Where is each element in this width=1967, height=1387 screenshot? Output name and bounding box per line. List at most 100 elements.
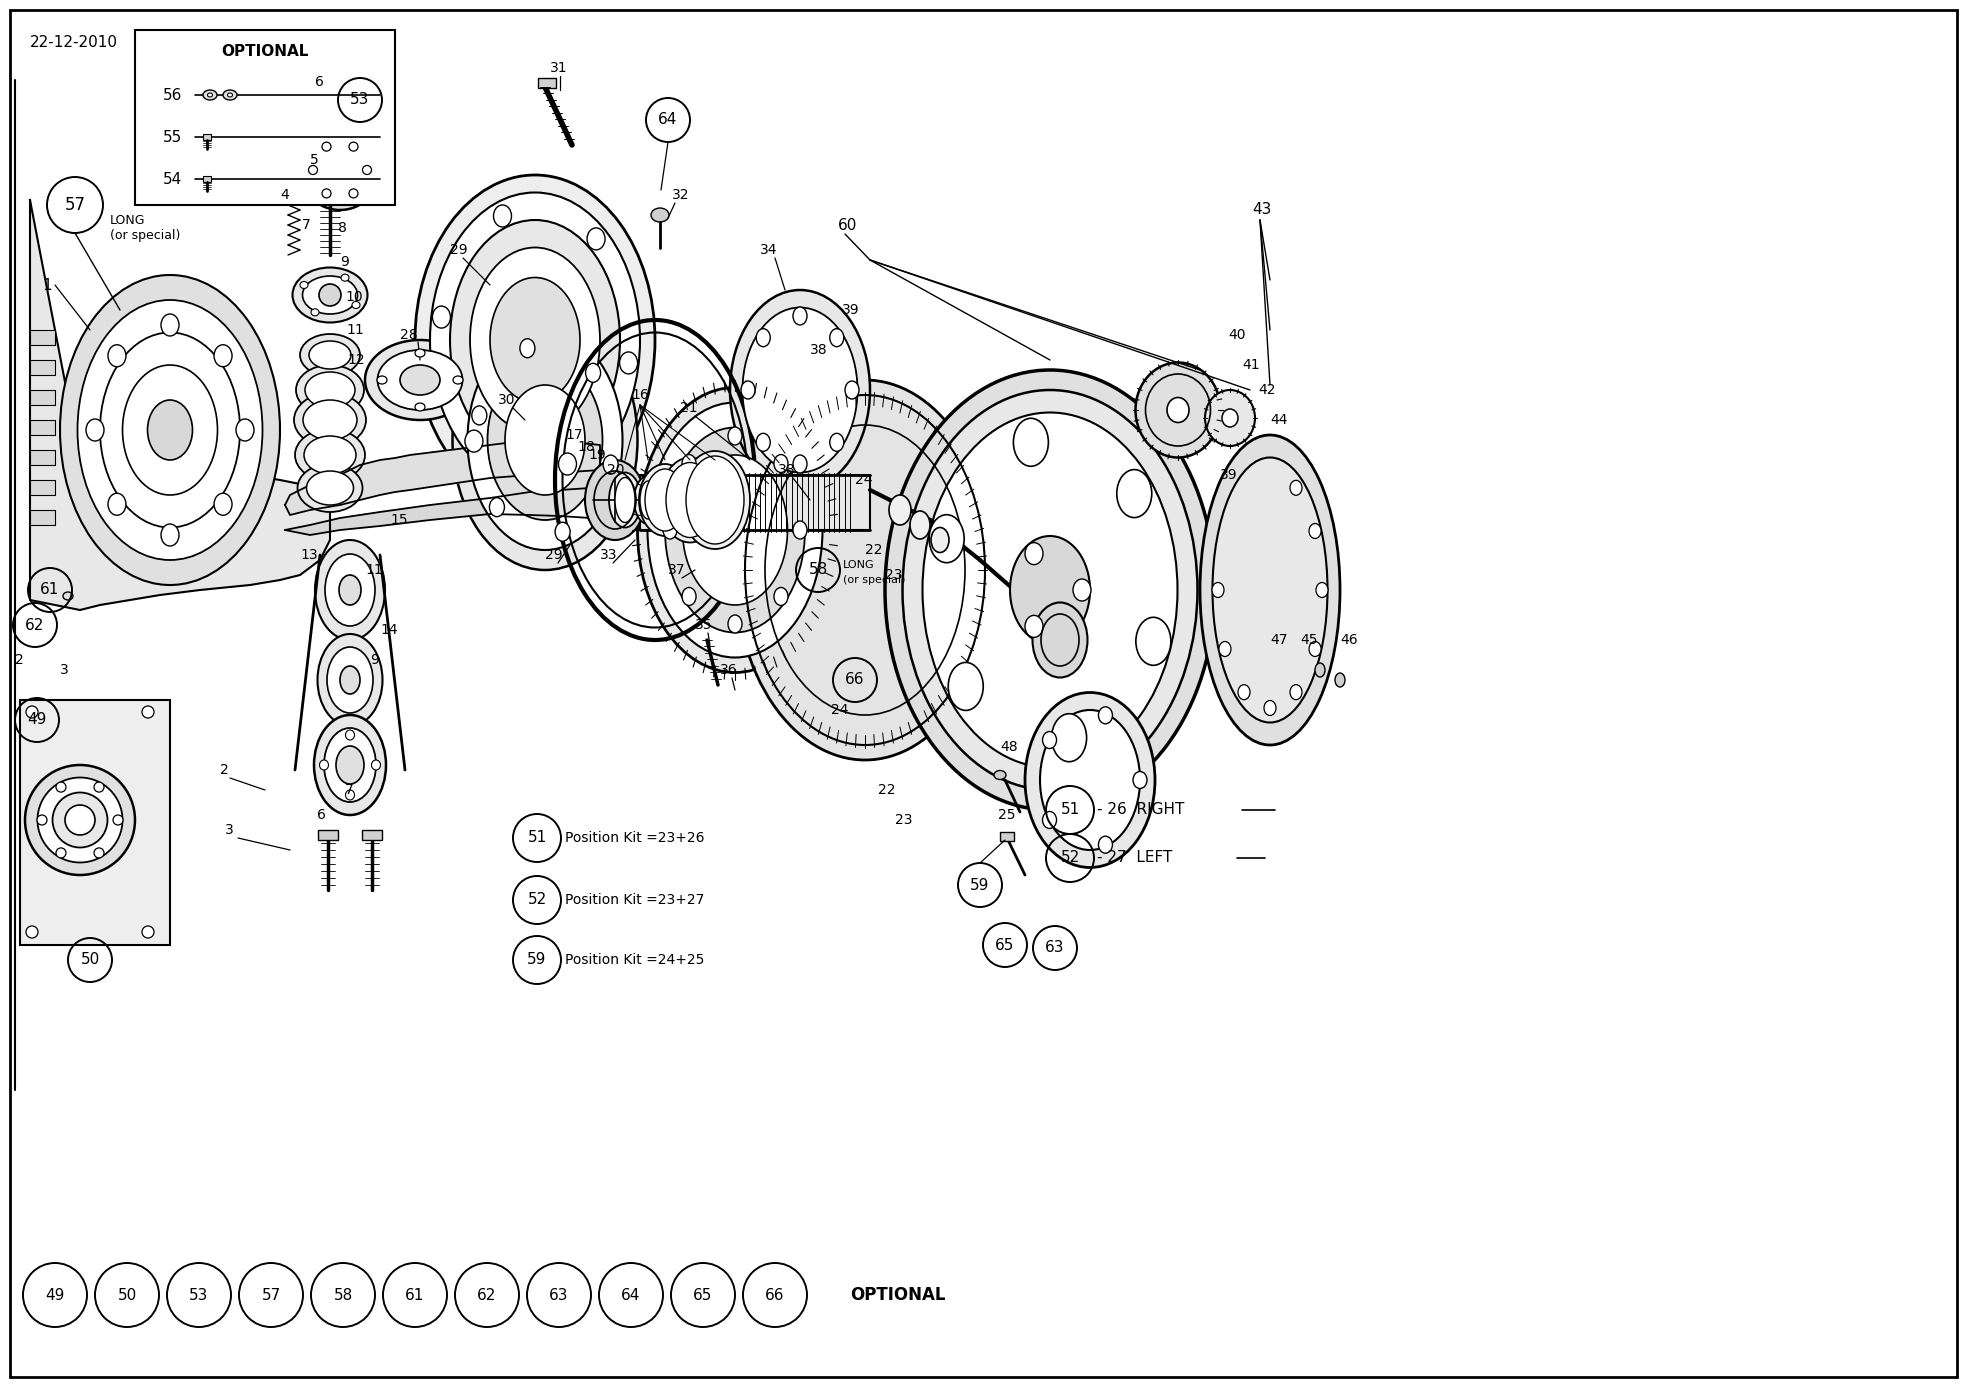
Text: 61: 61 bbox=[39, 583, 59, 598]
Ellipse shape bbox=[830, 433, 844, 451]
Text: 3: 3 bbox=[224, 822, 234, 836]
Text: 24: 24 bbox=[832, 703, 848, 717]
Ellipse shape bbox=[452, 311, 637, 570]
Text: 59: 59 bbox=[527, 953, 547, 968]
Text: 7: 7 bbox=[344, 784, 354, 798]
Text: 57: 57 bbox=[65, 196, 85, 214]
Text: 33: 33 bbox=[600, 548, 618, 562]
Ellipse shape bbox=[315, 716, 386, 816]
Text: 38: 38 bbox=[810, 343, 828, 356]
Text: 13: 13 bbox=[301, 548, 317, 562]
Text: 17: 17 bbox=[565, 429, 582, 442]
Text: 24: 24 bbox=[856, 473, 873, 487]
Text: 65: 65 bbox=[995, 938, 1015, 953]
Ellipse shape bbox=[846, 381, 860, 399]
Text: 4: 4 bbox=[279, 189, 289, 203]
Text: 22-12-2010: 22-12-2010 bbox=[30, 35, 118, 50]
Ellipse shape bbox=[1290, 480, 1302, 495]
Ellipse shape bbox=[77, 300, 262, 560]
Text: LONG: LONG bbox=[110, 214, 146, 226]
Ellipse shape bbox=[1043, 811, 1056, 828]
Text: 6: 6 bbox=[315, 75, 325, 89]
Ellipse shape bbox=[1025, 692, 1155, 867]
Text: 61: 61 bbox=[405, 1287, 425, 1302]
Ellipse shape bbox=[633, 476, 663, 524]
Ellipse shape bbox=[305, 436, 356, 474]
Text: 23: 23 bbox=[895, 813, 913, 827]
Ellipse shape bbox=[203, 90, 216, 100]
Ellipse shape bbox=[309, 341, 350, 369]
Ellipse shape bbox=[773, 588, 789, 606]
Text: Position Kit =23+26: Position Kit =23+26 bbox=[565, 831, 704, 845]
Ellipse shape bbox=[651, 208, 669, 222]
Ellipse shape bbox=[433, 307, 450, 329]
Text: 16: 16 bbox=[631, 388, 649, 402]
Text: 36: 36 bbox=[720, 663, 738, 677]
Bar bbox=[20, 700, 169, 945]
Text: 54: 54 bbox=[163, 172, 183, 186]
Text: 55: 55 bbox=[163, 129, 183, 144]
Ellipse shape bbox=[1041, 710, 1141, 850]
Ellipse shape bbox=[431, 193, 639, 487]
Ellipse shape bbox=[338, 576, 362, 605]
Ellipse shape bbox=[346, 791, 354, 800]
Bar bbox=[30, 330, 55, 345]
Ellipse shape bbox=[94, 782, 104, 792]
Ellipse shape bbox=[301, 334, 360, 376]
Ellipse shape bbox=[65, 804, 94, 835]
Polygon shape bbox=[285, 488, 610, 535]
Ellipse shape bbox=[452, 376, 462, 384]
Text: 53: 53 bbox=[189, 1287, 209, 1302]
Ellipse shape bbox=[311, 309, 319, 316]
Polygon shape bbox=[30, 200, 330, 610]
Ellipse shape bbox=[315, 540, 386, 639]
Ellipse shape bbox=[336, 746, 364, 784]
Text: 30: 30 bbox=[498, 393, 515, 406]
Ellipse shape bbox=[1135, 617, 1170, 666]
Bar bbox=[30, 510, 55, 526]
Ellipse shape bbox=[728, 614, 742, 632]
Text: Position Kit =23+27: Position Kit =23+27 bbox=[565, 893, 704, 907]
Ellipse shape bbox=[214, 494, 232, 515]
Ellipse shape bbox=[639, 465, 690, 535]
Ellipse shape bbox=[773, 455, 789, 473]
Text: 12: 12 bbox=[346, 354, 364, 368]
Text: 32: 32 bbox=[673, 189, 690, 203]
Bar bbox=[539, 78, 557, 87]
Ellipse shape bbox=[637, 387, 832, 673]
Text: 52: 52 bbox=[527, 892, 547, 907]
Polygon shape bbox=[285, 440, 600, 515]
Ellipse shape bbox=[1308, 642, 1322, 656]
Text: 11: 11 bbox=[346, 323, 364, 337]
Ellipse shape bbox=[586, 363, 600, 383]
Ellipse shape bbox=[327, 646, 374, 713]
Ellipse shape bbox=[885, 370, 1216, 810]
Text: (or special): (or special) bbox=[110, 229, 181, 241]
Ellipse shape bbox=[87, 419, 104, 441]
Ellipse shape bbox=[26, 766, 136, 875]
Text: 43: 43 bbox=[1253, 203, 1271, 218]
Ellipse shape bbox=[1206, 390, 1255, 447]
Text: 25: 25 bbox=[997, 809, 1015, 822]
Text: 11: 11 bbox=[366, 563, 384, 577]
Text: 60: 60 bbox=[838, 218, 858, 233]
Text: 51: 51 bbox=[1060, 803, 1080, 817]
Text: 46: 46 bbox=[1340, 632, 1357, 646]
Ellipse shape bbox=[415, 350, 425, 356]
Ellipse shape bbox=[236, 419, 254, 441]
Text: 29: 29 bbox=[450, 243, 468, 257]
Ellipse shape bbox=[730, 290, 869, 490]
Ellipse shape bbox=[1220, 642, 1231, 656]
Ellipse shape bbox=[755, 329, 771, 347]
Ellipse shape bbox=[378, 376, 387, 384]
Ellipse shape bbox=[348, 141, 358, 151]
Ellipse shape bbox=[399, 365, 441, 395]
Ellipse shape bbox=[1098, 707, 1113, 724]
Text: 31: 31 bbox=[551, 61, 568, 75]
Ellipse shape bbox=[903, 390, 1198, 791]
Ellipse shape bbox=[930, 527, 948, 552]
Ellipse shape bbox=[55, 847, 67, 859]
Text: 66: 66 bbox=[846, 673, 865, 688]
Ellipse shape bbox=[616, 477, 635, 523]
Ellipse shape bbox=[681, 451, 749, 549]
